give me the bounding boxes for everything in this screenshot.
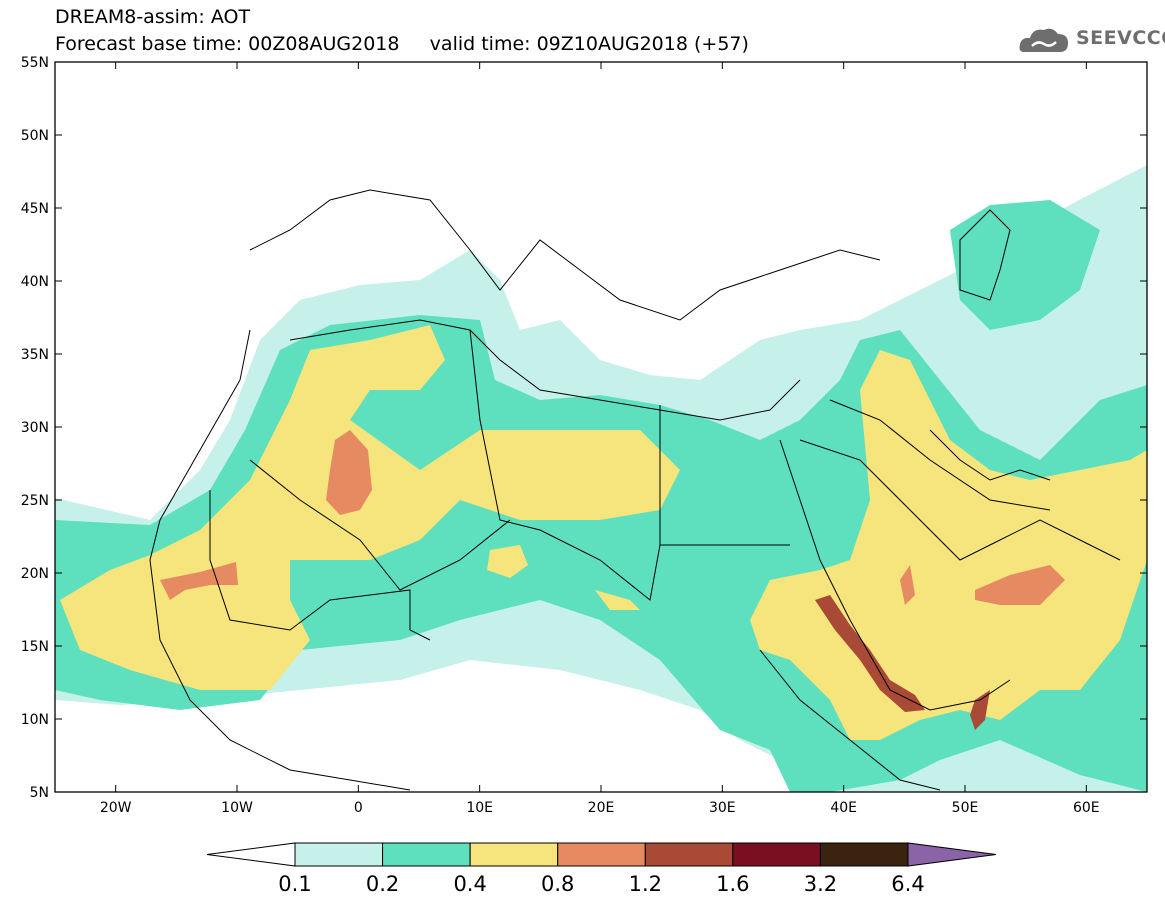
colorbar-box <box>469 842 559 867</box>
aot-band-1.2-somalia <box>970 690 990 730</box>
lat-tick-label: 45N <box>21 201 49 217</box>
aot-band-0.8-arabia <box>975 565 1065 605</box>
lon-tick-label: 30E <box>709 800 736 816</box>
colorbar-box <box>732 842 821 867</box>
colorbar-box <box>644 842 734 867</box>
border-libya-chad <box>469 329 790 601</box>
colorbar-over-arrow <box>907 842 997 867</box>
coastline-west-africa <box>149 329 411 791</box>
lon-tick-label: 10W <box>221 800 253 816</box>
colorbar-box <box>557 842 646 867</box>
lon-tick-label: 60E <box>1073 800 1100 816</box>
lat-tick-label: 15N <box>21 639 49 655</box>
border-algeria-mali <box>249 459 511 591</box>
lat-tick-label: 25N <box>21 493 49 509</box>
lon-tick-label: 20E <box>588 800 615 816</box>
aot-band-0.8-saudi <box>900 565 915 605</box>
lat-tick-label: 50N <box>21 128 49 144</box>
logo-text: SEEVCCC <box>1076 27 1165 49</box>
coastline-redsea <box>779 439 1011 711</box>
forecast-time-line: Forecast base time: 00Z08AUG2018 valid t… <box>55 33 749 55</box>
aot-band-0.4-chad <box>487 545 528 578</box>
colorbar-level-label: 1.2 <box>628 872 662 896</box>
coastline-mediterranean-south <box>289 319 801 421</box>
colorbar-box <box>819 842 909 867</box>
coastline-persian-gulf <box>929 429 1051 481</box>
aot-band-0.8-mauritania <box>160 562 238 600</box>
lat-tick-label: 55N <box>21 55 49 71</box>
colorbar <box>206 842 997 867</box>
coastline-caspian <box>959 209 1011 301</box>
coastline-europe <box>249 189 881 321</box>
lat-tick-label: 20N <box>21 566 49 582</box>
aot-band-0.2-caspian <box>950 200 1100 330</box>
border-sahel <box>209 490 431 641</box>
colorbar-level-label: 0.1 <box>278 872 312 896</box>
lat-tick-label: 5N <box>30 785 49 801</box>
colorbar-level-label: 0.8 <box>541 872 575 896</box>
colorbar-under-arrow <box>206 842 296 867</box>
lon-tick-label: 20W <box>100 800 132 816</box>
lat-tick-label: 35N <box>21 347 49 363</box>
border-arabia <box>829 399 1051 511</box>
lon-tick-label: 50E <box>952 800 979 816</box>
colorbar-level-label: 1.6 <box>716 872 750 896</box>
lat-tick-label: 30N <box>21 420 49 436</box>
cloud-icon <box>1019 28 1068 52</box>
aot-band-1.2-redsea <box>815 595 925 712</box>
lon-tick-label: 40E <box>830 800 857 816</box>
lat-tick-label: 40N <box>21 274 49 290</box>
map-title: DREAM8-assim: AOT <box>55 6 251 28</box>
border-east-africa <box>759 649 941 791</box>
coastline-arabia <box>799 439 1121 561</box>
colorbar-box <box>294 842 384 867</box>
colorbar-level-label: 6.4 <box>891 872 925 896</box>
aot-band-0.4-sudan <box>595 590 640 610</box>
colorbar-level-label: 0.4 <box>453 872 487 896</box>
colorbar-level-label: 3.2 <box>803 872 838 896</box>
lon-tick-label: 0 <box>354 800 363 816</box>
aot-band-0.8-algeria <box>326 430 372 515</box>
aot-band-0.4-west <box>60 325 680 690</box>
lon-tick-label: 10E <box>466 800 493 816</box>
lat-tick-label: 10N <box>21 712 49 728</box>
colorbar-box <box>382 842 471 867</box>
colorbar-level-label: 0.2 <box>365 872 400 896</box>
